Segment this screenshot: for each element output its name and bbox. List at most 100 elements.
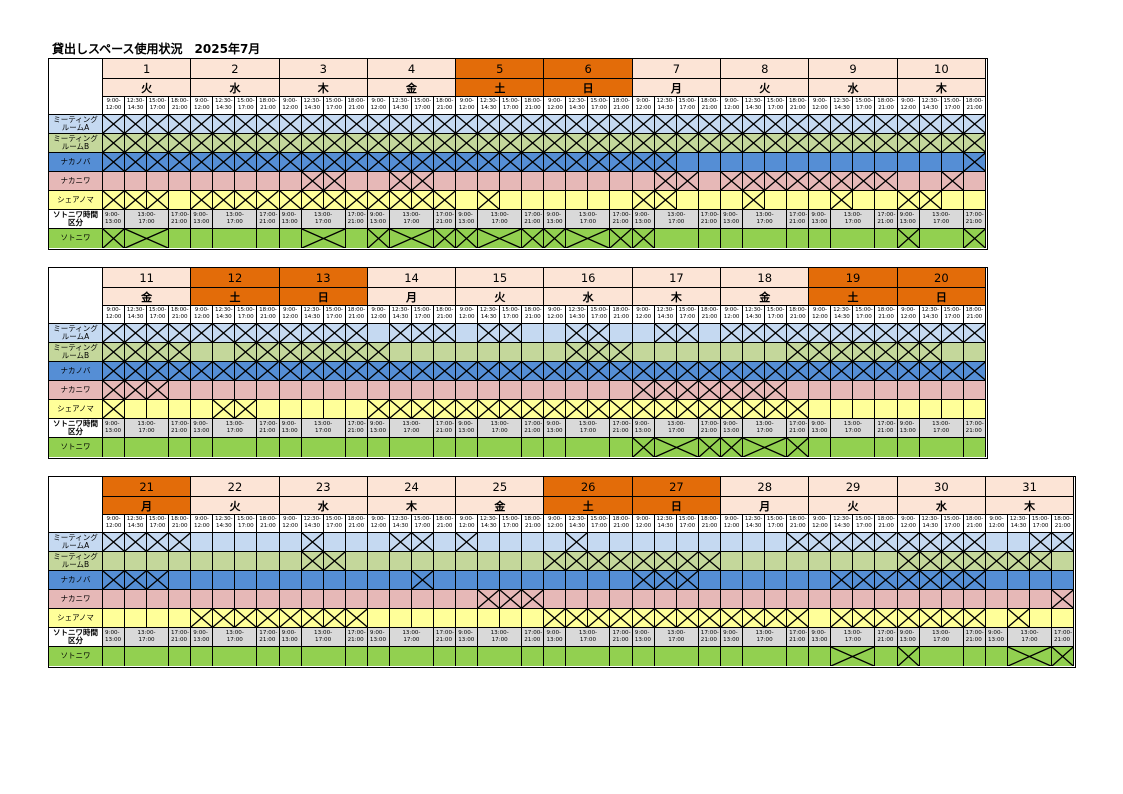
booking-cell[interactable] [986,552,1008,571]
booking-cell[interactable] [765,533,787,552]
booking-cell[interactable] [765,400,787,419]
booking-cell[interactable] [280,552,302,571]
booking-cell[interactable] [280,533,302,552]
booking-cell[interactable] [147,400,169,419]
outside-booking-cell[interactable] [898,229,920,248]
booking-cell[interactable] [655,552,677,571]
booking-cell[interactable] [412,362,434,381]
booking-cell[interactable] [633,115,655,134]
booking-cell[interactable] [544,324,566,343]
outside-booking-cell[interactable] [875,438,897,457]
booking-cell[interactable] [787,552,809,571]
outside-booking-cell[interactable] [1008,647,1052,666]
booking-cell[interactable] [898,172,920,191]
outside-booking-cell[interactable] [456,647,478,666]
booking-cell[interactable] [655,324,677,343]
booking-cell[interactable] [346,552,368,571]
booking-cell[interactable] [875,324,897,343]
booking-cell[interactable] [743,362,765,381]
booking-cell[interactable] [257,115,279,134]
booking-cell[interactable] [743,590,765,609]
booking-cell[interactable] [147,571,169,590]
booking-cell[interactable] [191,400,213,419]
booking-cell[interactable] [125,191,147,210]
booking-cell[interactable] [633,609,655,628]
outside-booking-cell[interactable] [191,229,213,248]
booking-cell[interactable] [898,590,920,609]
booking-cell[interactable] [257,571,279,590]
booking-cell[interactable] [324,343,346,362]
booking-cell[interactable] [522,533,544,552]
booking-cell[interactable] [853,362,875,381]
booking-cell[interactable] [831,324,853,343]
booking-cell[interactable] [434,324,456,343]
booking-cell[interactable] [324,324,346,343]
booking-cell[interactable] [699,115,721,134]
booking-cell[interactable] [677,590,699,609]
booking-cell[interactable] [831,400,853,419]
booking-cell[interactable] [103,400,125,419]
booking-cell[interactable] [964,590,986,609]
booking-cell[interactable] [765,609,787,628]
booking-cell[interactable] [765,343,787,362]
booking-cell[interactable] [809,609,831,628]
booking-cell[interactable] [853,115,875,134]
booking-cell[interactable] [610,590,632,609]
booking-cell[interactable] [898,115,920,134]
booking-cell[interactable] [920,400,942,419]
booking-cell[interactable] [942,571,964,590]
booking-cell[interactable] [368,590,390,609]
outside-booking-cell[interactable] [633,229,655,248]
booking-cell[interactable] [169,362,191,381]
booking-cell[interactable] [809,362,831,381]
booking-cell[interactable] [566,533,588,552]
booking-cell[interactable] [280,191,302,210]
booking-cell[interactable] [368,115,390,134]
booking-cell[interactable] [103,343,125,362]
outside-booking-cell[interactable] [743,229,787,248]
booking-cell[interactable] [699,191,721,210]
booking-cell[interactable] [743,552,765,571]
booking-cell[interactable] [390,533,412,552]
booking-cell[interactable] [169,134,191,153]
booking-cell[interactable] [853,590,875,609]
booking-cell[interactable] [743,153,765,172]
booking-cell[interactable] [434,172,456,191]
booking-cell[interactable] [875,609,897,628]
booking-cell[interactable] [1030,552,1052,571]
outside-booking-cell[interactable] [809,647,831,666]
booking-cell[interactable] [831,191,853,210]
booking-cell[interactable] [346,381,368,400]
booking-cell[interactable] [588,533,610,552]
outside-booking-cell[interactable] [787,229,809,248]
booking-cell[interactable] [368,191,390,210]
booking-cell[interactable] [280,362,302,381]
booking-cell[interactable] [1052,533,1074,552]
booking-cell[interactable] [787,115,809,134]
booking-cell[interactable] [898,343,920,362]
booking-cell[interactable] [875,134,897,153]
booking-cell[interactable] [257,362,279,381]
booking-cell[interactable] [743,400,765,419]
booking-cell[interactable] [633,590,655,609]
booking-cell[interactable] [831,115,853,134]
outside-booking-cell[interactable] [655,229,699,248]
booking-cell[interactable] [412,134,434,153]
outside-booking-cell[interactable] [964,438,986,457]
booking-cell[interactable] [699,400,721,419]
booking-cell[interactable] [456,381,478,400]
booking-cell[interactable] [213,533,235,552]
booking-cell[interactable] [831,552,853,571]
booking-cell[interactable] [125,362,147,381]
outside-booking-cell[interactable] [125,438,169,457]
outside-booking-cell[interactable] [390,647,434,666]
booking-cell[interactable] [699,172,721,191]
booking-cell[interactable] [213,552,235,571]
booking-cell[interactable] [787,590,809,609]
booking-cell[interactable] [103,134,125,153]
booking-cell[interactable] [213,590,235,609]
booking-cell[interactable] [125,343,147,362]
outside-booking-cell[interactable] [125,229,169,248]
booking-cell[interactable] [412,153,434,172]
booking-cell[interactable] [147,115,169,134]
